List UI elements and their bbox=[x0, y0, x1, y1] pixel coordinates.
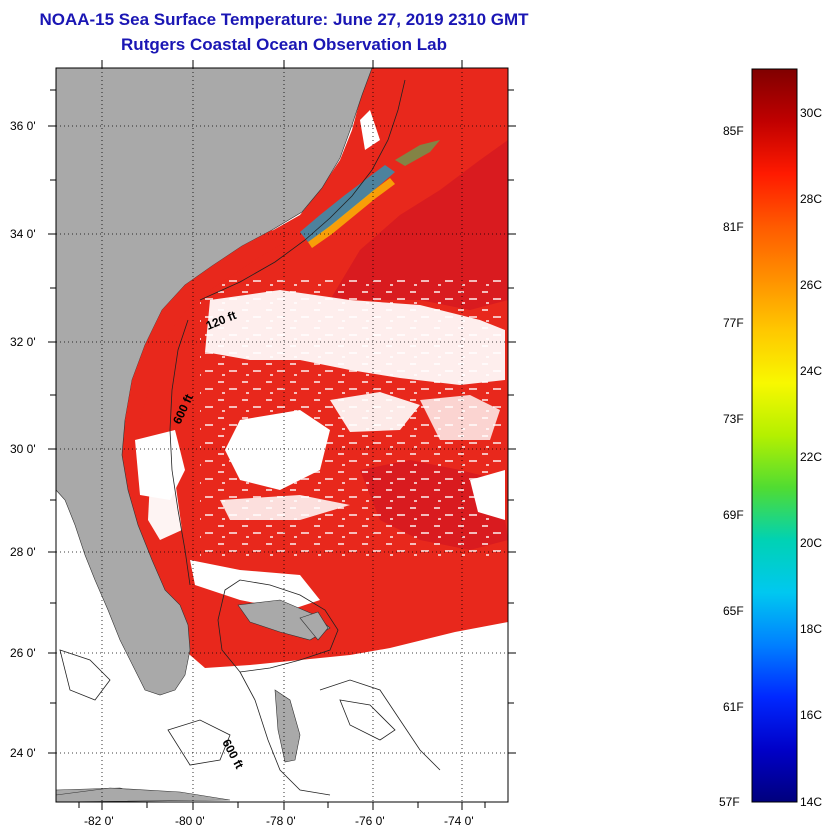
lon-label: -80 0' bbox=[175, 814, 205, 828]
green-band bbox=[395, 140, 440, 166]
colorbar-f-label: 85F bbox=[723, 124, 744, 138]
colorbar-c-label: 30C bbox=[800, 106, 822, 120]
colorbar-celsius-labels: 30C 28C 26C 24C 22C 20C 18C 16C 14C bbox=[800, 106, 822, 809]
colorbar-c-label: 18C bbox=[800, 622, 822, 636]
lon-label: -82 0' bbox=[84, 814, 114, 828]
axis-ticks bbox=[48, 60, 516, 810]
latitude-labels: 36 0' 34 0' 32 0' 30 0' 28 0' 26 0' 24 0… bbox=[10, 119, 36, 760]
lat-label: 30 0' bbox=[10, 442, 36, 456]
cool-coastal-band bbox=[300, 165, 395, 242]
colorbar-c-label: 20C bbox=[800, 536, 822, 550]
lat-label: 36 0' bbox=[10, 119, 36, 133]
lat-label: 28 0' bbox=[10, 545, 36, 559]
colorbar-f-label: 73F bbox=[723, 412, 744, 426]
colorbar-f-label: 61F bbox=[723, 700, 744, 714]
cloud-speckle bbox=[200, 280, 505, 560]
colorbar-c-label: 22C bbox=[800, 450, 822, 464]
colorbar-f-label: 69F bbox=[723, 508, 744, 522]
map-subtitle: Rutgers Coastal Ocean Observation Lab bbox=[121, 35, 447, 54]
lon-label: -78 0' bbox=[266, 814, 296, 828]
colorbar-c-label: 24C bbox=[800, 364, 822, 378]
colorbar-c-label: 14C bbox=[800, 795, 822, 809]
lat-label: 26 0' bbox=[10, 646, 36, 660]
colorbar-c-label: 16C bbox=[800, 708, 822, 722]
cuba-land bbox=[56, 787, 231, 802]
graticule bbox=[56, 68, 508, 802]
warm-yellow-band bbox=[308, 178, 395, 248]
lon-label: -74 0' bbox=[444, 814, 474, 828]
longitude-labels: -82 0' -80 0' -78 0' -76 0' -74 0' bbox=[84, 814, 474, 828]
lon-label: -76 0' bbox=[355, 814, 385, 828]
colorbar-f-label: 57F bbox=[719, 795, 740, 809]
depth-contours bbox=[59, 79, 441, 796]
colorbar-c-label: 28C bbox=[800, 192, 822, 206]
lat-label: 34 0' bbox=[10, 227, 36, 241]
coastal-sst-strip bbox=[125, 230, 285, 440]
colorbar-c-label: 26C bbox=[800, 278, 822, 292]
lat-label: 32 0' bbox=[10, 335, 36, 349]
map-title: NOAA-15 Sea Surface Temperature: June 27… bbox=[39, 10, 529, 29]
lat-label: 24 0' bbox=[10, 746, 36, 760]
colorbar-f-label: 77F bbox=[723, 316, 744, 330]
colorbar-fahrenheit-labels: 85F 81F 77F 73F 69F 65F 61F 57F bbox=[719, 124, 744, 809]
colorbar-f-label: 65F bbox=[723, 604, 744, 618]
colorbar-f-label: 81F bbox=[723, 220, 744, 234]
colorbar-scale bbox=[751, 68, 798, 803]
plot-frame bbox=[55, 67, 509, 803]
land-mainland bbox=[56, 68, 373, 696]
sst-warm-core bbox=[330, 140, 508, 310]
